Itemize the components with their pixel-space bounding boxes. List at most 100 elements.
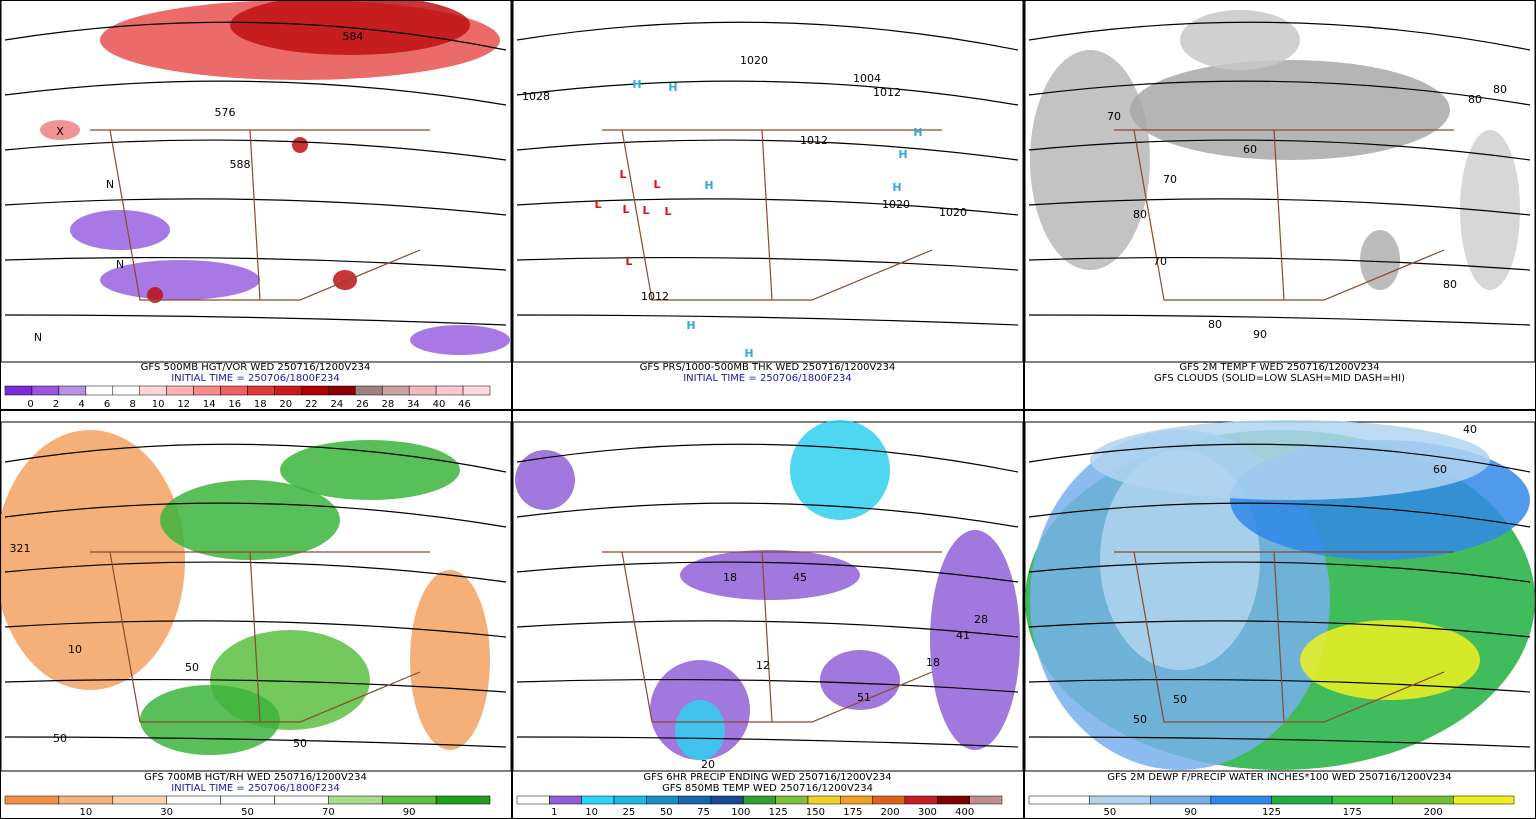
colorbar-swatch: [220, 385, 248, 396]
colorbar-swatch: [743, 795, 776, 805]
colorbar-label: 400: [955, 807, 974, 818]
map-label: H: [686, 319, 695, 332]
contour: [4, 443, 507, 473]
borders: [602, 129, 942, 301]
contour: [1028, 256, 1531, 271]
contour: [1028, 502, 1531, 528]
panel-border: [512, 0, 1024, 410]
contour: [4, 256, 507, 271]
map-label: H: [632, 78, 641, 91]
colorbar-swatch: [549, 795, 582, 805]
colorbar-label: 1: [551, 807, 557, 818]
colorbar-label: 28: [382, 399, 395, 410]
colorbar-label: 18: [254, 399, 267, 410]
colorbar-swatch: [328, 385, 356, 396]
colorbar-swatch: [139, 385, 167, 396]
contour: [516, 80, 1019, 106]
map-label: 1028: [522, 90, 550, 103]
colorbar-swatch: [807, 795, 841, 805]
contour: [516, 678, 1019, 693]
contour: [4, 561, 507, 583]
colorbar-swatch: [85, 385, 114, 396]
contour: [1028, 620, 1531, 638]
caption: GFS 500MB HGT/VOR WED 250716/1200V234: [141, 362, 371, 373]
colorbar-label: 26: [356, 399, 369, 410]
map-shade: [675, 700, 725, 760]
contour: [516, 256, 1019, 271]
colorbar-swatch: [247, 385, 275, 396]
colorbar-swatch: [1271, 795, 1333, 805]
contour: [516, 736, 1019, 748]
map-label: H: [898, 148, 907, 161]
map-shade: [1300, 620, 1480, 700]
map-area: [512, 0, 1024, 363]
colorbar-label: 150: [806, 807, 825, 818]
colorbar-label: 300: [918, 807, 937, 818]
contour: [1028, 561, 1531, 583]
map-label: 588: [230, 158, 251, 171]
contour: [4, 678, 507, 693]
map-label: 70: [1163, 173, 1177, 186]
colorbar-label: 100: [731, 807, 750, 818]
map-label: 1020: [939, 206, 967, 219]
map-label: L: [664, 205, 671, 218]
contour: [516, 139, 1019, 161]
colorbar-label: 12: [177, 399, 190, 410]
colorbar-label: 10: [585, 807, 598, 818]
map-label: 60: [1433, 463, 1447, 476]
colorbar-swatch: [355, 385, 383, 396]
colorbar-swatch: [678, 795, 712, 805]
map-label: 12: [756, 659, 770, 672]
colorbar-swatch: [112, 795, 167, 805]
contour: [1028, 80, 1531, 106]
map-label: 18: [926, 656, 940, 669]
colorbar-label: 50: [1103, 807, 1116, 818]
colorbar-swatch: [969, 795, 1003, 805]
map-shade: [1130, 60, 1450, 160]
colorbar-label: 24: [330, 399, 343, 410]
colorbar-label: 200: [1424, 807, 1443, 818]
caption: INITIAL TIME = 250706/1800F234: [683, 373, 852, 384]
colorbar-swatch: [1089, 795, 1151, 805]
colorbar-swatch: [166, 795, 221, 805]
contour: [516, 198, 1019, 216]
colorbar-swatch: [4, 385, 33, 396]
map-label: 1012: [641, 290, 669, 303]
map-label: 60: [1243, 143, 1257, 156]
map-label: L: [625, 255, 632, 268]
contour: [4, 736, 507, 748]
map-shade: [292, 137, 308, 153]
colorbar-swatch: [840, 795, 873, 805]
borders: [1114, 129, 1454, 301]
colorbar-swatch: [937, 795, 970, 805]
contour: [1028, 314, 1531, 326]
colorbar-swatch: [613, 795, 647, 805]
map-shade: [40, 120, 80, 140]
map-label: N: [116, 258, 124, 271]
map-shade: [515, 450, 575, 510]
map-shade: [147, 287, 163, 303]
contour: [4, 198, 507, 216]
map-label: L: [619, 168, 626, 181]
map-label: L: [653, 178, 660, 191]
contour: [516, 314, 1019, 326]
map-label: 80: [1493, 83, 1507, 96]
colorbar-swatch: [58, 795, 114, 805]
map-label: L: [622, 203, 629, 216]
colorbar-swatch: [1028, 795, 1090, 805]
map-label: 50: [1133, 713, 1147, 726]
map-shade: [930, 530, 1020, 750]
map-label: 80: [1468, 93, 1482, 106]
contour: [1028, 443, 1531, 473]
contour: [516, 21, 1019, 51]
caption: GFS 700MB HGT/RH WED 250716/1200V234: [144, 772, 367, 783]
map-label: 1012: [800, 134, 828, 147]
colorbar-swatch: [112, 385, 140, 396]
map-shade: [1180, 10, 1300, 70]
map-label: N: [106, 178, 114, 191]
contour: [4, 620, 507, 638]
colorbar-label: 200: [881, 807, 900, 818]
colorbar-label: 125: [769, 807, 788, 818]
colorbar-label: 6: [104, 399, 110, 410]
contour: [1028, 736, 1531, 748]
